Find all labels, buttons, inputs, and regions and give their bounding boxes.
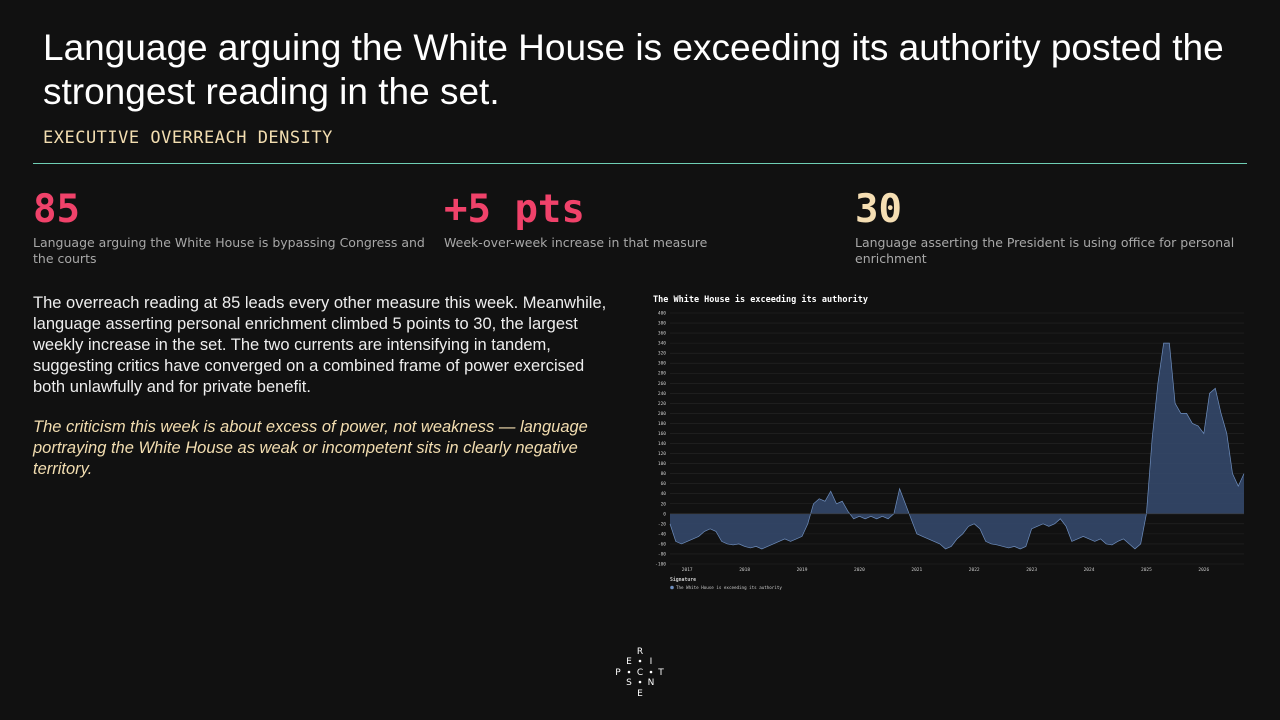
x-tick-label: 2017 xyxy=(682,567,693,573)
y-tick-label: -20 xyxy=(658,521,666,527)
note: The criticism this week is about excess … xyxy=(33,418,588,478)
logo-dot xyxy=(638,680,642,684)
stat-caption: Language asserting the President is usin… xyxy=(855,235,1235,266)
x-tick-label: 2024 xyxy=(1084,567,1095,573)
y-tick-label: 180 xyxy=(658,421,666,427)
y-tick-label: 220 xyxy=(658,401,666,407)
stat: 85 Language arguing the White House is b… xyxy=(33,186,428,267)
title: Language arguing the White House is exce… xyxy=(43,27,1224,112)
y-tick-label: 260 xyxy=(658,381,666,387)
y-tick-label: 340 xyxy=(658,341,666,347)
logo: RE IP C TS NE xyxy=(615,647,664,699)
x-tick-label: 2019 xyxy=(797,567,808,573)
stat-caption: Language arguing the White House is bypa… xyxy=(33,235,425,266)
y-tick-label: 400 xyxy=(658,311,666,317)
x-tick-label: 2020 xyxy=(854,567,865,573)
legend-title: Signature xyxy=(670,577,696,583)
y-tick-label: 140 xyxy=(658,441,666,447)
legend-swatch xyxy=(670,585,674,590)
stat-value: 85 xyxy=(33,187,80,232)
y-tick-label: 20 xyxy=(661,501,667,507)
y-tick-label: 40 xyxy=(661,491,667,497)
stat-caption: Week-over-week increase in that measure xyxy=(444,235,708,250)
x-tick-label: 2023 xyxy=(1026,567,1037,573)
x-tick-label: 2022 xyxy=(969,567,980,573)
chart-title: The White House is exceeding its authori… xyxy=(653,294,868,305)
y-tick-label: -40 xyxy=(658,531,666,537)
y-tick-label: -60 xyxy=(658,541,666,547)
y-tick-label: 0 xyxy=(663,511,666,517)
chart: The White House is exceeding its authori… xyxy=(653,294,1245,590)
y-tick-label: 300 xyxy=(658,361,666,367)
x-tick-label: 2026 xyxy=(1198,567,1209,573)
y-tick-label: 200 xyxy=(658,411,666,417)
stat-value: 30 xyxy=(855,187,902,232)
line xyxy=(669,342,1245,550)
x-tick-label: 2021 xyxy=(911,567,922,573)
area xyxy=(670,343,1244,549)
legend-entry: The White House is exceeding its authori… xyxy=(676,585,782,590)
logo-letter: E xyxy=(626,657,632,667)
logo-letter: S xyxy=(626,678,632,688)
logo-letter: E xyxy=(637,689,643,699)
stat: 30 Language asserting the President is u… xyxy=(855,186,1250,267)
x-tick-label: 2025 xyxy=(1141,567,1152,573)
paragraph: The overreach reading at 85 leads every … xyxy=(33,294,607,396)
y-tick-label: 160 xyxy=(658,431,666,437)
y-tick-label: 380 xyxy=(658,321,666,327)
logo-letter: N xyxy=(648,678,655,688)
logo-dot xyxy=(638,659,642,663)
subtitle: EXECUTIVE OVERREACH DENSITY xyxy=(43,128,333,148)
y-tick-label: -80 xyxy=(658,551,666,557)
y-tick-label: 60 xyxy=(661,481,667,487)
y-tick-label: 100 xyxy=(658,461,666,467)
y-tick-label: 320 xyxy=(658,351,666,357)
y-tick-label: 80 xyxy=(661,471,667,477)
x-tick-label: 2018 xyxy=(739,567,750,573)
stat-value: +5 pts xyxy=(444,187,585,232)
logo-letter: P xyxy=(615,668,621,678)
y-tick-label: 360 xyxy=(658,331,666,337)
logo-letter: C xyxy=(637,668,643,678)
logo-letter: R xyxy=(637,647,643,657)
logo-dot xyxy=(627,670,631,674)
y-tick-label: 240 xyxy=(658,391,666,397)
divider xyxy=(33,163,1247,164)
logo-letter: T xyxy=(657,668,664,678)
y-tick-label: 120 xyxy=(658,451,666,457)
y-tick-label: -100 xyxy=(655,562,666,568)
y-tick-label: 280 xyxy=(658,371,666,377)
logo-dot xyxy=(649,670,653,674)
stat: +5 pts Week-over-week increase in that m… xyxy=(444,186,839,251)
logo-letter: I xyxy=(650,657,653,667)
